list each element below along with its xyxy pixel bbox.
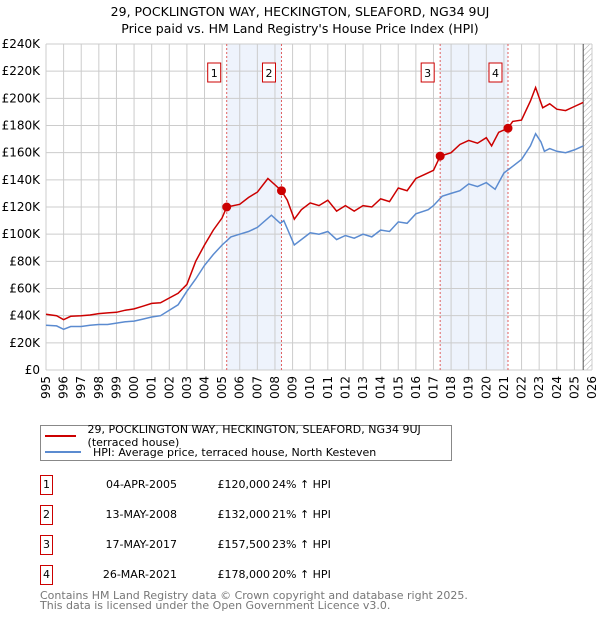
transaction-number: 1 bbox=[40, 475, 53, 495]
x-tick-label: 1997 bbox=[74, 376, 88, 400]
y-tick-label: £120K bbox=[2, 200, 42, 214]
x-tick-label: 1998 bbox=[92, 376, 106, 400]
transaction-number: 4 bbox=[40, 565, 53, 585]
sale-point bbox=[503, 123, 513, 133]
hpi-line bbox=[45, 132, 584, 331]
transaction-row: 4 26-MAR-2021 £178,000 20% ↑ HPI bbox=[40, 565, 440, 585]
chart-title: 29, POCKLINGTON WAY, HECKINGTON, SLEAFOR… bbox=[110, 4, 490, 19]
x-tick-label: 2009 bbox=[286, 376, 300, 400]
x-tick-label: 2006 bbox=[233, 376, 247, 400]
x-tick-label: 2010 bbox=[303, 376, 317, 400]
transaction-hpi-change: 23% ↑ HPI bbox=[272, 538, 331, 551]
sale-point bbox=[222, 202, 232, 212]
transaction-row: 2 13-MAY-2008 £132,000 21% ↑ HPI bbox=[40, 505, 440, 525]
legend-swatch-blue bbox=[45, 451, 81, 453]
y-tick-label: £160K bbox=[2, 146, 42, 160]
legend-label: HPI: Average price, terraced house, Nort… bbox=[93, 445, 377, 459]
x-tick-label: 2018 bbox=[444, 376, 458, 400]
sale-label-box bbox=[420, 62, 435, 83]
x-tick-label: 2021 bbox=[497, 376, 511, 400]
x-tick-label: 1995 bbox=[39, 376, 53, 400]
transaction-hpi-change: 24% ↑ HPI bbox=[272, 478, 331, 491]
sale-point bbox=[435, 151, 445, 161]
transaction-row: 3 17-MAY-2017 £157,500 23% ↑ HPI bbox=[40, 535, 440, 555]
transaction-price: £120,000 bbox=[217, 478, 271, 491]
transaction-number: 2 bbox=[40, 505, 53, 525]
sale-point bbox=[276, 186, 286, 196]
x-tick-label: 2015 bbox=[391, 376, 405, 400]
legend-item-hpi: HPI: Average price, terraced house, Nort… bbox=[45, 444, 376, 460]
legend-label: 29, POCKLINGTON WAY, HECKINGTON, SLEAFOR… bbox=[87, 423, 421, 449]
sale-label: 4 bbox=[492, 67, 499, 80]
sale-label: 1 bbox=[211, 67, 218, 80]
x-tick-label: 2007 bbox=[250, 376, 264, 400]
y-tick-label: £180K bbox=[2, 119, 42, 133]
x-tick-label: 2023 bbox=[532, 376, 546, 400]
legend-swatch-red bbox=[45, 435, 76, 437]
transaction-date: 17-MAY-2017 bbox=[105, 538, 177, 551]
legend-item-property: 29, POCKLINGTON WAY, HECKINGTON, SLEAFOR… bbox=[45, 423, 451, 449]
x-tick-label: 2024 bbox=[550, 376, 564, 400]
x-tick-label: 1999 bbox=[109, 376, 123, 400]
sale-label-box bbox=[488, 62, 503, 83]
transaction-date: 26-MAR-2021 bbox=[102, 568, 177, 581]
chart-subtitle: Price paid vs. HM Land Registry's House … bbox=[121, 21, 479, 36]
x-tick-label: 1996 bbox=[57, 376, 71, 400]
y-tick-label: £220K bbox=[2, 64, 42, 78]
legend: 29, POCKLINGTON WAY, HECKINGTON, SLEAFOR… bbox=[40, 423, 452, 461]
footer-licence: This data is licensed under the Open Gov… bbox=[40, 599, 391, 612]
x-tick-label: 2016 bbox=[409, 376, 423, 400]
transaction-hpi-change: 20% ↑ HPI bbox=[272, 568, 331, 581]
x-tick-label: 2002 bbox=[162, 376, 176, 400]
x-tick-label: 2000 bbox=[127, 376, 141, 400]
x-tick-label: 2004 bbox=[198, 376, 212, 400]
y-tick-label: £80K bbox=[9, 254, 41, 268]
chart-area: £0 £20K £40K £60K £80K £100K £120K £140K £160K £1… bbox=[2, 37, 599, 400]
y-tick-label: £60K bbox=[9, 282, 41, 296]
y-tick-label: £240K bbox=[2, 37, 42, 51]
x-tick-label: 2025 bbox=[567, 376, 581, 400]
x-tick-label: 2001 bbox=[145, 376, 159, 400]
x-tick-label: 2014 bbox=[374, 376, 388, 400]
x-tick-label: 2019 bbox=[462, 376, 476, 400]
x-tick-label: 2003 bbox=[180, 376, 194, 400]
x-tick-label: 2011 bbox=[321, 376, 335, 400]
sale-label-box bbox=[261, 62, 276, 83]
transaction-date: 13-MAY-2008 bbox=[105, 508, 177, 521]
x-tick-label: 2020 bbox=[479, 376, 493, 400]
x-tick-label: 2012 bbox=[338, 376, 352, 400]
property-price-line bbox=[45, 85, 584, 321]
y-tick-label: £100K bbox=[2, 227, 42, 241]
transaction-row: 1 04-APR-2005 £120,000 24% ↑ HPI bbox=[40, 475, 440, 495]
y-tick-label: £40K bbox=[9, 309, 41, 323]
transaction-price: £157,500 bbox=[217, 538, 271, 551]
y-tick-label: £20K bbox=[9, 336, 41, 350]
transaction-number: 3 bbox=[40, 535, 53, 555]
x-tick-label: 2005 bbox=[215, 376, 229, 400]
y-tick-label: £0 bbox=[25, 363, 40, 377]
transaction-date: 04-APR-2005 bbox=[105, 478, 177, 491]
x-tick-label: 2013 bbox=[356, 376, 370, 400]
x-tick-label: 2022 bbox=[515, 376, 529, 400]
x-tick-label: 2017 bbox=[426, 376, 440, 400]
transaction-price: £178,000 bbox=[217, 568, 271, 581]
sale-label: 2 bbox=[265, 67, 272, 80]
transaction-price: £132,000 bbox=[217, 508, 271, 521]
footer-copyright: Contains HM Land Registry data © Crown c… bbox=[40, 589, 468, 602]
transaction-hpi-change: 21% ↑ HPI bbox=[272, 508, 331, 521]
y-tick-label: £200K bbox=[2, 91, 42, 105]
sale-label: 3 bbox=[424, 67, 431, 80]
x-tick-label: 2026 bbox=[585, 376, 599, 400]
x-tick-label: 2008 bbox=[268, 376, 282, 400]
sale-label-box bbox=[207, 62, 222, 83]
y-tick-label: £140K bbox=[2, 173, 42, 187]
